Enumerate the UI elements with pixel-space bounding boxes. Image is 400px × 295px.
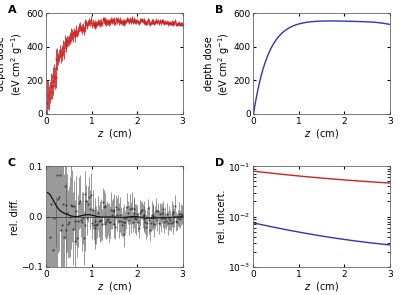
X-axis label: $z$  (cm): $z$ (cm) <box>304 127 339 140</box>
X-axis label: $z$  (cm): $z$ (cm) <box>304 280 339 293</box>
Text: A: A <box>8 5 16 15</box>
X-axis label: $z$  (cm): $z$ (cm) <box>97 280 132 293</box>
Text: D: D <box>215 158 224 168</box>
Y-axis label: rel. uncert.: rel. uncert. <box>217 190 227 243</box>
Text: C: C <box>8 158 16 168</box>
Y-axis label: depth dose
(eV cm$^2$ g$^{-1}$): depth dose (eV cm$^2$ g$^{-1}$) <box>0 32 24 96</box>
X-axis label: $z$  (cm): $z$ (cm) <box>97 127 132 140</box>
Y-axis label: rel. diff.: rel. diff. <box>10 199 20 235</box>
Text: B: B <box>215 5 224 15</box>
Y-axis label: depth dose
(eV cm$^2$ g$^{-1}$): depth dose (eV cm$^2$ g$^{-1}$) <box>204 32 232 96</box>
